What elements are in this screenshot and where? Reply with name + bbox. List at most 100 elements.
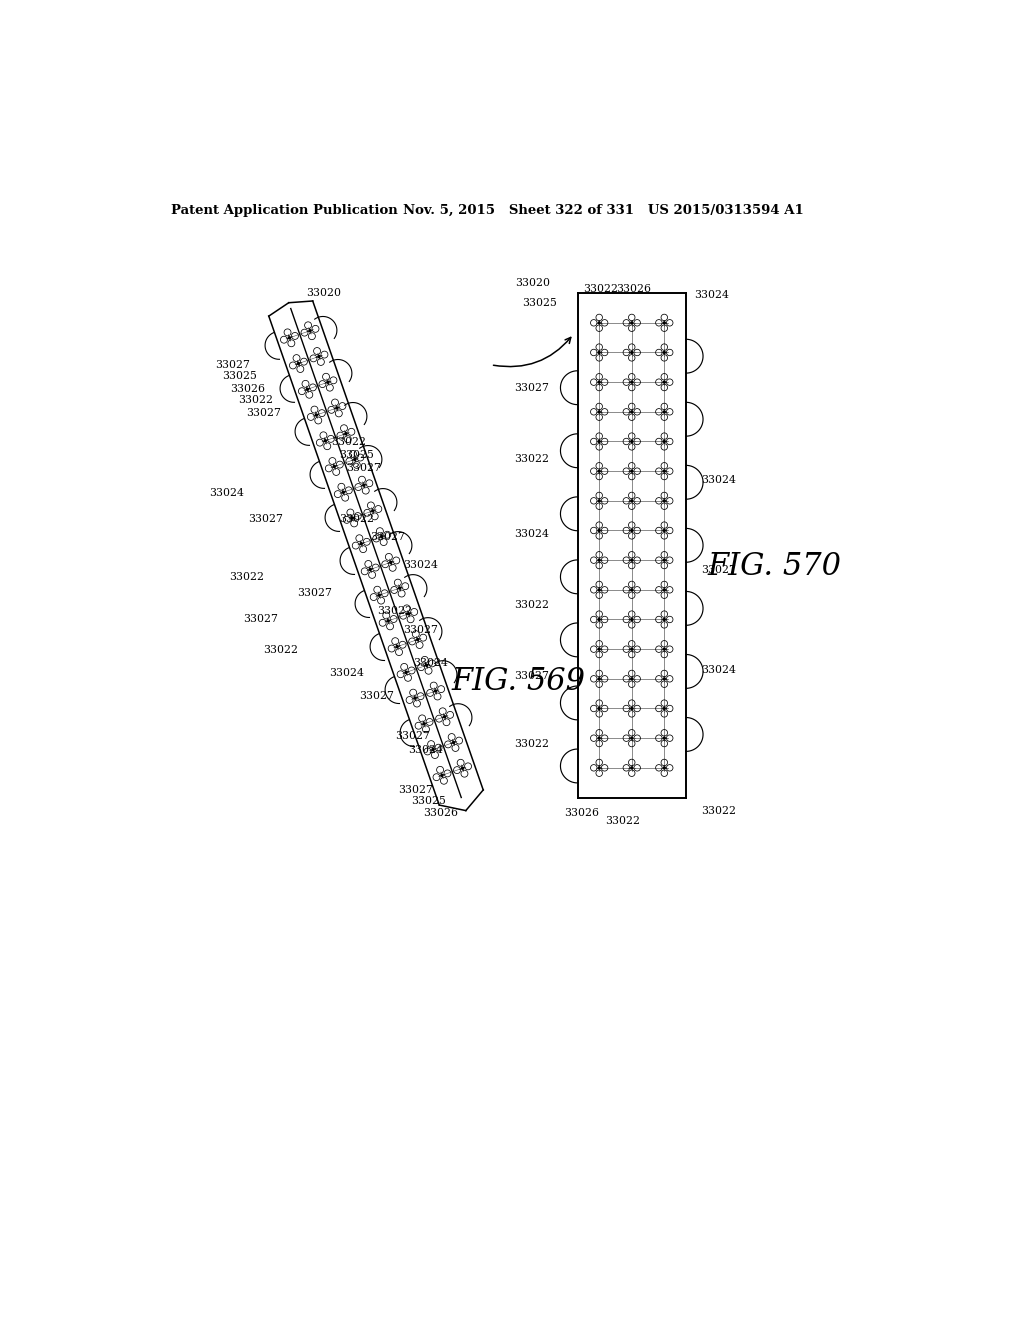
Circle shape: [664, 737, 666, 739]
Text: 33025: 33025: [411, 796, 445, 807]
Text: 33027: 33027: [701, 565, 736, 576]
Circle shape: [598, 500, 600, 502]
Text: 33024: 33024: [409, 744, 443, 755]
Circle shape: [598, 529, 600, 532]
Circle shape: [631, 500, 633, 502]
Circle shape: [664, 441, 666, 442]
Circle shape: [387, 620, 389, 622]
Circle shape: [360, 543, 362, 545]
Text: 33024: 33024: [701, 475, 736, 486]
Circle shape: [309, 330, 311, 331]
Circle shape: [378, 594, 380, 597]
Text: 33024: 33024: [701, 665, 736, 676]
Circle shape: [462, 767, 464, 770]
Circle shape: [351, 517, 353, 519]
Circle shape: [327, 381, 329, 383]
Circle shape: [306, 388, 308, 391]
Circle shape: [631, 351, 633, 354]
Circle shape: [598, 441, 600, 442]
Text: 33025: 33025: [222, 371, 257, 381]
Text: 33024: 33024: [403, 560, 438, 570]
Circle shape: [443, 715, 445, 718]
Text: 33024: 33024: [693, 290, 729, 301]
Circle shape: [354, 458, 356, 461]
Text: 33022: 33022: [331, 437, 366, 446]
Circle shape: [453, 742, 455, 743]
Text: 33020: 33020: [515, 279, 550, 288]
Circle shape: [414, 697, 416, 700]
Circle shape: [664, 678, 666, 680]
Circle shape: [370, 569, 372, 570]
Circle shape: [336, 407, 338, 409]
Circle shape: [664, 411, 666, 413]
Text: 33026: 33026: [615, 284, 651, 294]
Text: 33024: 33024: [414, 657, 449, 668]
Text: 33025: 33025: [339, 450, 374, 459]
Circle shape: [598, 322, 600, 323]
Circle shape: [598, 470, 600, 473]
Circle shape: [631, 560, 633, 561]
Text: 33026: 33026: [230, 384, 265, 393]
Circle shape: [372, 510, 374, 512]
Circle shape: [598, 708, 600, 709]
Text: 33022: 33022: [584, 284, 618, 294]
Circle shape: [333, 466, 336, 467]
Circle shape: [664, 619, 666, 620]
Circle shape: [664, 560, 666, 561]
Text: 33022: 33022: [238, 395, 273, 405]
Text: 33027: 33027: [346, 463, 381, 473]
Circle shape: [631, 322, 633, 323]
Circle shape: [631, 619, 633, 620]
Text: 33027: 33027: [297, 589, 332, 598]
Circle shape: [631, 648, 633, 651]
Circle shape: [390, 561, 392, 564]
Circle shape: [297, 363, 299, 364]
Circle shape: [664, 322, 666, 323]
Circle shape: [441, 775, 443, 776]
Circle shape: [664, 767, 666, 768]
Circle shape: [631, 529, 633, 532]
Text: 33024: 33024: [514, 529, 549, 539]
Text: 33024: 33024: [330, 668, 365, 677]
Circle shape: [664, 500, 666, 502]
Circle shape: [289, 337, 291, 339]
Circle shape: [598, 678, 600, 680]
Circle shape: [631, 708, 633, 709]
Text: 33027: 33027: [215, 360, 250, 370]
Circle shape: [325, 440, 327, 442]
Text: 33022: 33022: [228, 572, 264, 582]
Circle shape: [434, 690, 436, 692]
Text: 33027: 33027: [403, 624, 438, 635]
Circle shape: [631, 678, 633, 680]
Circle shape: [631, 470, 633, 473]
Text: 33025: 33025: [521, 298, 557, 308]
Circle shape: [664, 708, 666, 709]
Circle shape: [342, 491, 344, 494]
Circle shape: [345, 433, 347, 434]
Text: 33027: 33027: [395, 731, 430, 741]
Circle shape: [664, 529, 666, 532]
Circle shape: [598, 648, 600, 651]
Text: Patent Application Publication: Patent Application Publication: [171, 205, 397, 218]
Circle shape: [598, 767, 600, 768]
Circle shape: [664, 470, 666, 473]
Circle shape: [598, 411, 600, 413]
Text: 33027: 33027: [243, 614, 278, 624]
Circle shape: [598, 619, 600, 620]
Text: 33027: 33027: [246, 408, 281, 417]
Text: 33022: 33022: [339, 513, 374, 524]
Circle shape: [315, 414, 317, 416]
Text: 33022: 33022: [378, 606, 413, 616]
Text: 33022: 33022: [263, 644, 299, 655]
Text: 33027: 33027: [514, 671, 549, 681]
Circle shape: [417, 639, 419, 640]
Circle shape: [426, 664, 428, 667]
Circle shape: [598, 737, 600, 739]
Text: Nov. 5, 2015   Sheet 322 of 331   US 2015/0313594 A1: Nov. 5, 2015 Sheet 322 of 331 US 2015/03…: [403, 205, 804, 218]
Text: 33027: 33027: [359, 690, 394, 701]
Circle shape: [598, 589, 600, 591]
Text: FIG. 569: FIG. 569: [452, 667, 586, 697]
Circle shape: [408, 612, 410, 615]
Circle shape: [423, 723, 425, 725]
Circle shape: [398, 587, 400, 589]
